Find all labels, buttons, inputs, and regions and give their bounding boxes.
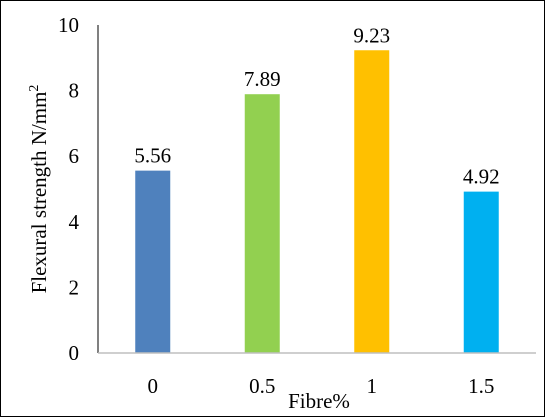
data-label: 7.89	[244, 67, 281, 91]
y-axis-title: Flexural strength N/mm2	[27, 85, 51, 294]
x-tick-label: 1	[367, 374, 378, 398]
x-tick-label: 0.5	[249, 374, 275, 398]
data-label: 5.56	[134, 144, 171, 168]
data-label: 4.92	[463, 165, 500, 189]
y-tick-label: 2	[69, 275, 80, 299]
y-tick-label: 0	[69, 341, 80, 365]
x-tick-label: 0	[148, 374, 159, 398]
y-tick-label: 10	[58, 13, 79, 37]
y-axis-ticks: 0 2 4 6 8 10	[58, 13, 80, 365]
y-tick-label: 4	[69, 210, 80, 234]
y-tick-label: 8	[69, 79, 80, 103]
bar	[354, 50, 390, 353]
bars	[135, 50, 499, 353]
data-label: 9.23	[353, 23, 390, 47]
x-axis-title: Fibre%	[288, 389, 350, 413]
y-axis-title-sup: 2	[27, 85, 42, 92]
y-axis-title-main: Flexural strength N/mm	[27, 92, 51, 294]
bar	[135, 170, 171, 353]
bar	[463, 191, 499, 353]
y-tick-label: 6	[69, 144, 80, 168]
x-axis-ticks: 0 0.5 1 1.5	[148, 374, 495, 398]
bar	[244, 94, 280, 353]
x-tick-label: 1.5	[468, 374, 494, 398]
data-labels: 5.56 7.89 9.23 4.92	[134, 23, 499, 188]
